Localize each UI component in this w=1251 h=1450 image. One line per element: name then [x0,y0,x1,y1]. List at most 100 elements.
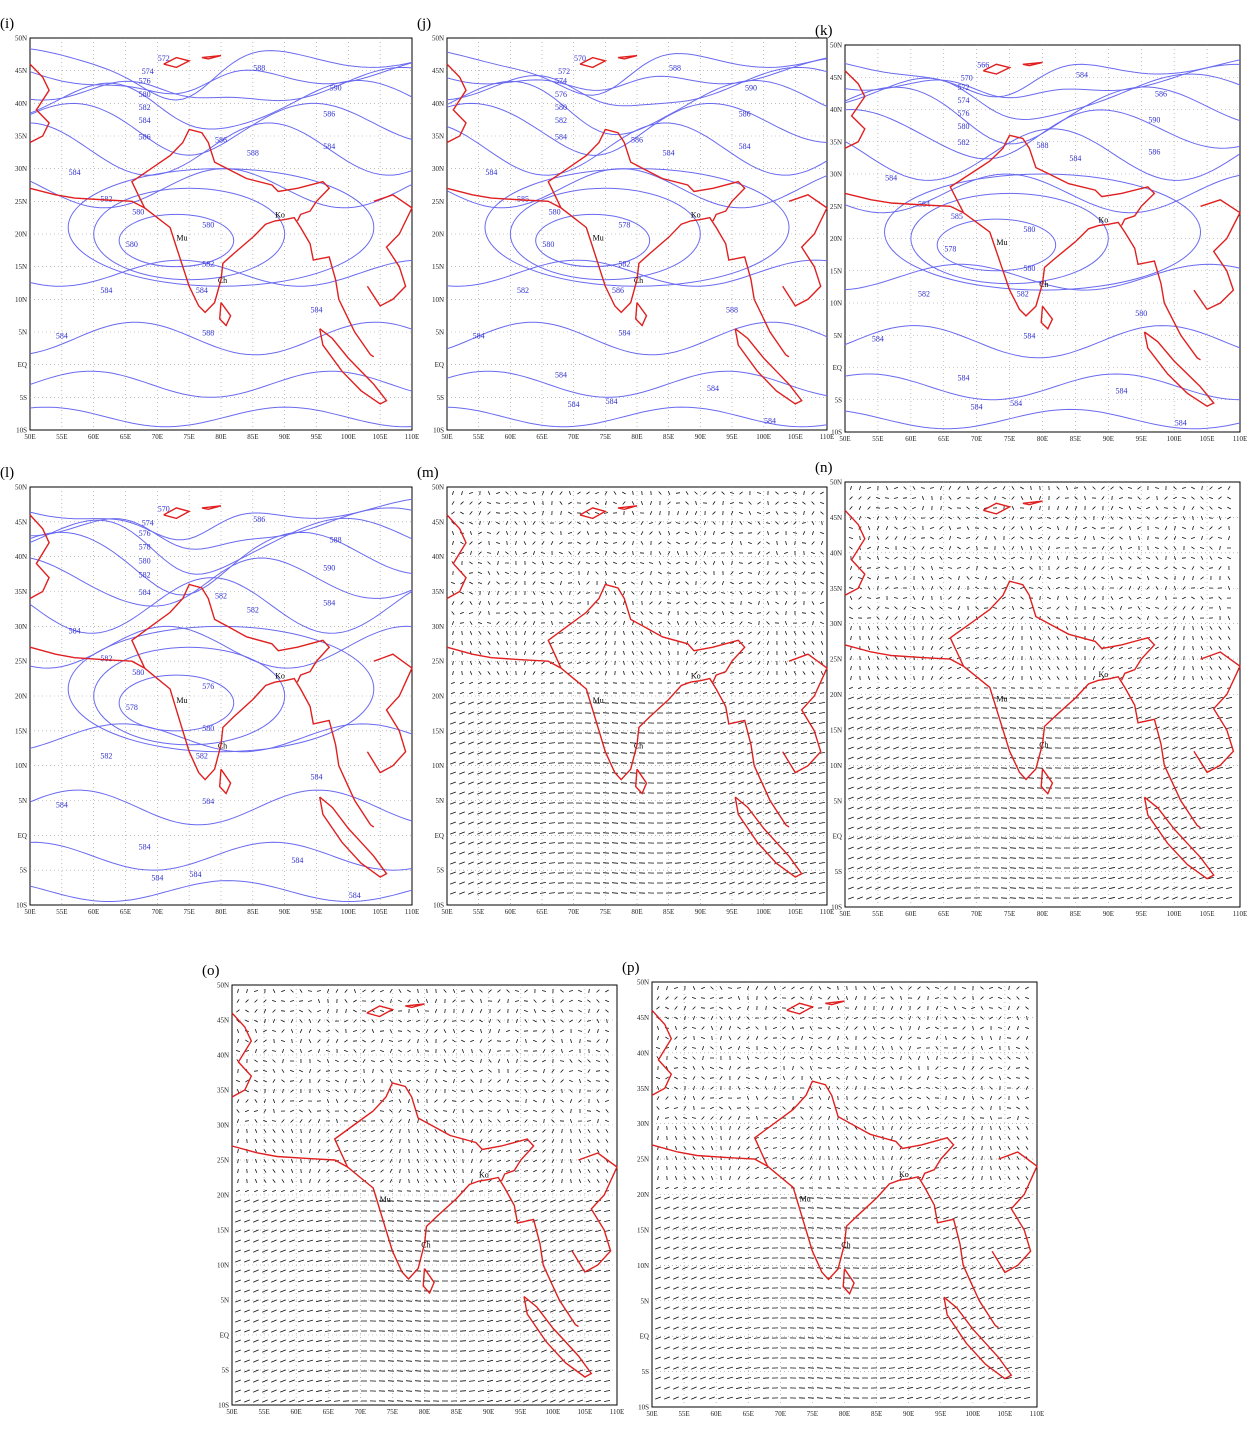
lon-tick-label: 90E [1103,910,1114,918]
lat-tick-label: 35N [637,1085,649,1093]
place-label: Mu [593,696,604,705]
contour-label: 580 [1023,264,1035,273]
lon-tick-label: 90E [695,433,706,441]
coastline [618,56,637,59]
panel: (m)50E55E60E65E70E75E80E85E90E95E100E105… [417,465,834,916]
lat-tick-label: 10N [15,762,27,770]
place-label: Ch [634,741,643,750]
lat-tick-label: 25N [432,658,444,666]
coastline [367,1006,393,1017]
contour-label: 588 [726,305,738,314]
contour-label: 584 [190,870,202,879]
contour-label: 586 [631,136,643,145]
lat-tick-label: 40N [432,553,444,561]
coastline [320,797,387,877]
lat-tick-label: EQ [220,1332,229,1340]
coastline [548,130,744,221]
contour-label: 586 [215,136,227,145]
place-label: Ch [1039,280,1048,289]
lat-tick-label: 5S [835,868,843,876]
lon-tick-label: 95E [726,908,737,916]
lat-tick-label: 30N [15,623,27,631]
lon-tick-label: 55E [56,908,67,916]
place-label: Mu [176,234,187,243]
lon-tick-label: 65E [120,433,131,441]
lat-tick-label: 20N [432,693,444,701]
lat-tick-label: 5N [435,797,444,805]
contour-label: 585 [951,212,963,221]
coastline [1023,501,1043,505]
place-label: Ko [691,672,701,681]
contour-label: 584 [764,416,776,425]
coastline [755,1081,954,1180]
lon-tick-label: 75E [807,1410,818,1418]
contour-label: 584 [291,856,303,865]
lat-tick-label: 5N [640,1297,649,1305]
lat-tick-label: 10S [16,902,27,910]
contour-label: 586 [323,109,335,118]
contour-label: 588 [247,149,259,158]
lat-tick-label: 25N [432,198,444,206]
lat-tick-label: 5S [642,1368,650,1376]
contour-label: 584 [311,773,323,782]
lon-tick-label: 55E [56,433,67,441]
contour-label: 580 [202,724,214,733]
place-label: Ch [218,741,227,750]
lat-tick-label: 5S [835,396,843,404]
lat-tick-label: EQ [18,832,27,840]
lat-tick-label: 10S [16,427,27,435]
lat-tick-label: 35N [432,133,444,141]
coastline [1041,769,1052,794]
contour-label: 584 [1069,154,1081,163]
coastline [1041,306,1052,329]
place-label: Ko [479,1171,489,1180]
contour-label: 580 [1023,225,1035,234]
lon-tick-label: 105E [373,908,388,916]
lon-tick-label: 85E [247,433,258,441]
contour-label: 582 [918,290,930,299]
lat-tick-label: 40N [15,100,27,108]
coastline [845,645,1201,828]
lon-tick-label: 80E [1037,435,1048,443]
coastline [618,506,637,510]
panel-label: (l) [0,465,14,481]
contour-label: 572 [958,83,970,92]
contour-label: 586 [612,286,624,295]
lat-tick-label: 45N [637,1014,649,1022]
lat-tick-label: 50N [637,979,649,987]
lat-tick-label: 5N [220,1297,229,1305]
contour-label: 582 [618,260,630,269]
wind-vectors [235,989,610,1402]
lat-tick-label: 40N [15,553,27,561]
lat-tick-label: 30N [637,1120,649,1128]
lon-tick-label: 85E [663,433,674,441]
contour-label: 584 [555,132,567,141]
lon-tick-label: 75E [600,908,611,916]
contour-label: 588 [202,328,214,337]
contour-label: 590 [330,83,342,92]
lat-tick-label: 10S [433,902,444,910]
contour-label: 580 [555,103,567,112]
lat-tick-label: 20N [830,691,842,699]
lat-tick-label: 40N [637,1049,649,1057]
contour-line [845,74,1240,119]
contour-label: 584 [485,168,497,177]
lon-tick-label: 60E [711,1410,722,1418]
lon-tick-label: 100E [545,1408,560,1416]
lon-tick-label: 80E [419,1408,430,1416]
coastline [202,506,221,510]
contour-label: 582 [215,591,227,600]
contour-label: 584 [69,168,81,177]
place-label: Ko [691,211,701,220]
lat-tick-label: 30N [217,1122,229,1130]
contour-label: 582 [100,654,112,663]
coastline [787,1003,813,1014]
lon-tick-label: 65E [938,910,949,918]
lat-tick-label: 20N [432,231,444,239]
lon-tick-label: 95E [311,908,322,916]
lon-tick-label: 95E [311,433,322,441]
contour-label: 584 [1175,419,1187,428]
contour-label: 584 [971,402,983,411]
place-label: Mu [996,695,1007,704]
